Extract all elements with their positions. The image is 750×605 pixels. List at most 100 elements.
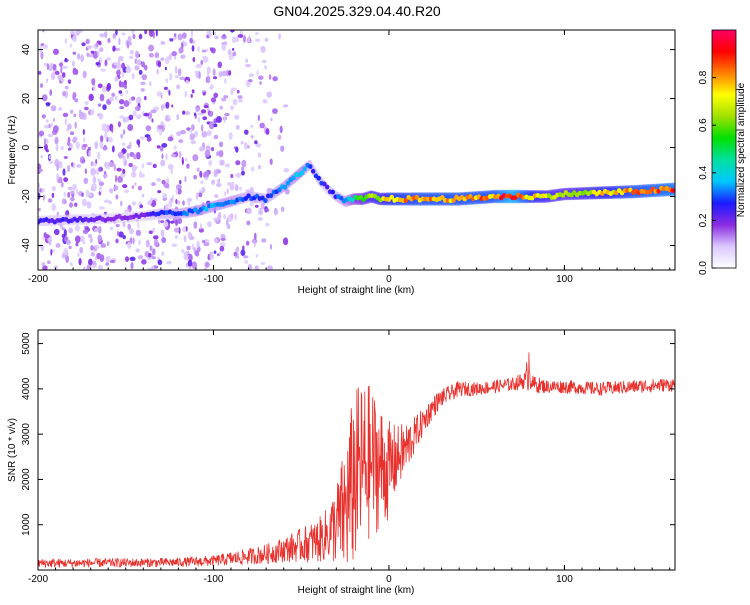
spectrogram-noise-cell	[126, 145, 132, 150]
spectrogram-noise-cell	[248, 79, 253, 83]
spectrogram-noise-cell	[74, 224, 80, 232]
snr-ylabel: SNR (10 * v/v)	[7, 418, 18, 482]
spectrogram-noise-cell	[207, 254, 210, 261]
spectrogram-noise-cell	[235, 247, 240, 253]
spectrogram-noise-cell	[64, 38, 68, 45]
spectrogram-noise-cell	[135, 151, 141, 160]
spectrogram-noise-cell	[242, 35, 246, 43]
spectrogram-ridge-cell	[204, 206, 209, 212]
spectrogram-noise-cell	[177, 200, 181, 205]
spectrogram-noise-cell	[170, 220, 175, 224]
spectrogram-noise-cell	[226, 217, 229, 226]
spectrogram-noise-cell	[191, 261, 198, 270]
spectrogram-noise-cell	[195, 64, 202, 69]
spectrogram-noise-cell	[95, 42, 99, 48]
spectrogram-noise-cell	[135, 229, 142, 236]
spectrogram-noise-cell	[237, 95, 243, 100]
spectrogram-noise-cell	[283, 104, 289, 108]
spectrogram-ridge-cell	[670, 188, 675, 193]
spectrogram-noise-cell	[250, 135, 254, 139]
spectrogram-noise-cell	[204, 149, 211, 158]
spectrogram-noise-cell	[109, 226, 114, 231]
spectrogram-noise-cell	[64, 85, 69, 90]
colorbar-gradient	[712, 30, 736, 268]
spectrogram-noise-cell	[209, 86, 213, 90]
spectrogram-noise-cell	[210, 252, 215, 260]
spectrogram-noise-cell	[47, 198, 53, 203]
spectrogram-noise-cell	[72, 136, 78, 141]
spectrogram-noise-cell	[272, 108, 278, 114]
spectrogram-noise-cell	[223, 116, 226, 124]
spectrogram-noise-cell	[117, 58, 121, 66]
spectrogram-ridge-cell	[403, 198, 409, 203]
spectrogram-noise-cell	[215, 182, 222, 188]
spectrogram-noise-cell	[138, 170, 142, 179]
spectrogram-ridge-cell	[291, 175, 296, 181]
spectrogram-noise-cell	[161, 104, 164, 111]
spectrogram-noise-cell	[98, 206, 105, 210]
snr-xlabel: Height of straight line (km)	[298, 585, 415, 596]
spectrogram-noise-cell	[116, 167, 122, 172]
spectrogram-noise-cell	[213, 217, 219, 222]
spectrogram-noise-cell	[199, 170, 203, 178]
spectrogram-noise-cell	[175, 188, 179, 195]
spectrogram-noise-cell	[50, 72, 56, 80]
spectrogram-noise-cell	[214, 194, 219, 199]
spectrogram-noise-cell	[140, 81, 146, 86]
spectrogram-noise-cell	[99, 56, 102, 64]
spectrogram-noise-cell	[213, 76, 218, 80]
spectrogram-noise-cell	[127, 241, 132, 249]
spectrogram-noise-cell	[218, 71, 223, 78]
snr-frame	[37, 329, 676, 571]
spectrogram-ridge-cell	[243, 196, 248, 201]
spectrogram-noise-cell	[42, 43, 48, 50]
spectrogram-noise-cell	[131, 96, 136, 101]
spectrogram-noise-cell	[268, 74, 272, 80]
spectrogram-noise-cell	[203, 242, 210, 247]
spectrogram-noise-cell	[39, 83, 44, 88]
spectrogram-noise-cell	[197, 46, 200, 52]
spectrogram-noise-cell	[52, 48, 59, 55]
spectrogram-noise-cell	[42, 265, 48, 270]
spectrogram-noise-cell	[204, 261, 210, 268]
spectrogram-noise-cell	[244, 260, 249, 264]
spectrogram-noise-cell	[167, 115, 171, 120]
spectrogram-noise-cell	[44, 124, 49, 129]
spectrogram-noise-cell	[130, 171, 137, 178]
spectrogram-noise-cell	[167, 136, 174, 142]
spectrogram-noise-cell	[88, 150, 92, 157]
spectrogram-noise-cell	[127, 123, 134, 131]
spectrogram-noise-cell	[111, 145, 115, 153]
spectrogram-noise-cell	[208, 159, 213, 167]
spectrogram-noise-cell	[230, 30, 235, 33]
spectrogram-noise-cell	[137, 185, 143, 191]
spectrogram-noise-cell	[208, 32, 212, 38]
spectrogram-noise-cell	[119, 106, 125, 110]
spectrogram-noise-cell	[63, 155, 68, 159]
spectrogram-noise-cell	[135, 248, 140, 253]
spectrogram-noise-cell	[243, 255, 249, 259]
spectrogram-noise-cell	[173, 227, 180, 233]
spectrogram-noise-cell	[66, 239, 71, 245]
spectrogram-noise-cell	[161, 236, 167, 244]
spectrogram-noise-cell	[148, 44, 155, 52]
spectrogram-noise-cell	[221, 43, 227, 51]
spectrogram-noise-cell	[90, 252, 96, 257]
spectrogram-noise-cell	[105, 255, 111, 263]
spectrogram-ridge-cell	[389, 194, 394, 200]
spectrogram-noise-cell	[156, 177, 161, 182]
spectrogram-noise-cell	[149, 245, 153, 252]
spectrogram-noise-cell	[83, 177, 89, 185]
spectrogram-noise-cell	[118, 231, 124, 238]
spectrogram-noise-cell	[189, 133, 195, 141]
spectrogram-noise-cell	[156, 68, 159, 75]
spectrogram-noise-cell	[207, 221, 212, 228]
spectrogram-noise-cell	[61, 233, 66, 238]
spectrogram-noise-cell	[261, 238, 267, 243]
spectrogram-noise-cell	[120, 172, 126, 178]
spectrogram-noise-cell	[70, 190, 75, 195]
spectrogram-noise-cell	[171, 194, 174, 202]
spectrogram-noise-cell	[124, 209, 130, 213]
spectrogram-noise-cell	[84, 106, 89, 111]
spectrogram-noise-cell	[136, 96, 142, 105]
